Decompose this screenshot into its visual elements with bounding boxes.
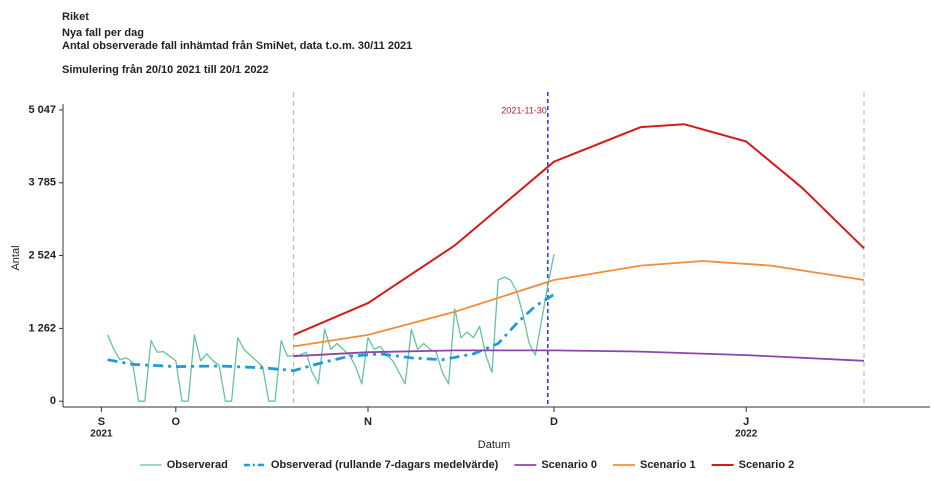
legend-label: Scenario 0 <box>541 459 597 471</box>
chart-note: Simulering från 20/10 2021 till 20/1 202… <box>62 64 269 76</box>
series-line <box>107 293 555 372</box>
x-tick-label: O <box>172 416 181 428</box>
series-line <box>293 123 865 336</box>
y-tick-label: 3 785 <box>28 177 56 189</box>
legend-label: Observerad <box>167 459 228 471</box>
chart-subtitle: Nya fall per dag <box>62 27 144 39</box>
reference-label: 2021-11-30 <box>501 105 546 115</box>
y-tick-label: 0 <box>50 395 56 407</box>
chart-title: Riket <box>62 11 89 23</box>
y-axis-label: Antal <box>10 245 22 270</box>
x-tick-label: N <box>364 416 372 428</box>
x-tick-year: 2021 <box>90 429 113 440</box>
x-axis-label: Datum <box>478 439 510 451</box>
x-tick-year: 2022 <box>735 429 758 440</box>
legend: Observerad Observerad (rullande 7-dagars … <box>139 459 795 471</box>
chart-caption: Antal observerade fall inhämtad från Smi… <box>62 40 412 52</box>
x-tick-label: S <box>98 416 105 428</box>
y-tick-label: 2 524 <box>28 249 56 261</box>
series-line <box>107 253 555 402</box>
y-tick-label: 5 047 <box>28 104 56 116</box>
x-tick-label: D <box>550 416 558 428</box>
y-tick-label: 1 262 <box>28 322 56 334</box>
series-line <box>293 260 865 348</box>
legend-label: Scenario 1 <box>640 459 696 471</box>
legend-label: Scenario 2 <box>739 459 795 471</box>
legend-label: Observerad (rullande 7-dagars medelvärde… <box>271 459 499 471</box>
series-line <box>293 349 865 362</box>
x-tick-label: J <box>743 416 749 428</box>
